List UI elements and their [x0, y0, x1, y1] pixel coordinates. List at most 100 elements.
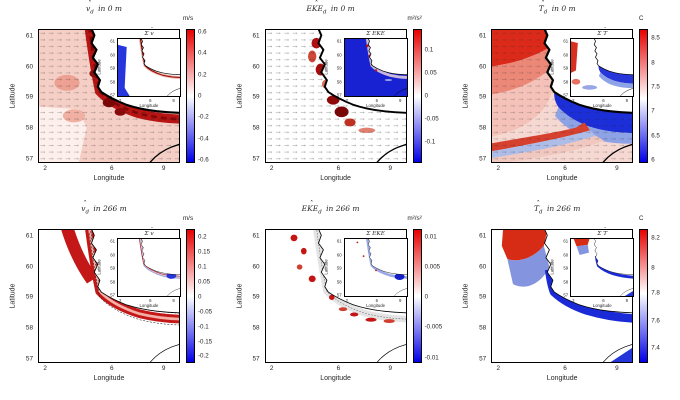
title-depth: in 0 m [330, 4, 355, 13]
inset-map [570, 238, 635, 297]
colorbar-ticks: 8.2 8 7.8 7.6 7.4 [651, 234, 660, 352]
panel-v-266m: ˆ vd in 266 m Latitude Σ ¯ v [0, 200, 227, 400]
colorbar-ticks: 0.1 0.05 0 -0.05 -0.1 [424, 46, 439, 146]
bar-accent: ¯ [150, 27, 154, 34]
inset-title: Σ ¯ v [144, 227, 154, 237]
y-axis-label: Latitude [236, 83, 244, 109]
x-ticks: 2 6 9 [269, 165, 393, 172]
y-ticks: 61 60 59 58 57 [479, 232, 487, 363]
inset-map [117, 38, 181, 97]
colorbar [412, 229, 422, 363]
title-variable: ˆ vd [81, 199, 89, 216]
panel-eke-0m: ˆ EKEd in 0 m Latitude Σ EKE [227, 0, 454, 200]
bar-accent: ¯ [150, 227, 154, 234]
map-axes: Σ ¯ T 61 60 59 5 [491, 27, 635, 163]
inset-map-canvas [571, 39, 634, 96]
map-axes: Σ ¯ T 61 60 59 58 57 [491, 227, 635, 363]
inset-y-ticks: 61 60 59 58 57 [336, 38, 342, 98]
map-axes: Σ ¯ v 61 60 59 58 57 [38, 27, 181, 163]
colorbar [186, 229, 195, 363]
inset-y-axis-label: Latitude [549, 59, 555, 75]
y-axis-label: Latitude [462, 283, 470, 309]
title-depth: in 0 m [551, 4, 576, 13]
inset-map [117, 238, 181, 297]
inset-x-ticks: 2 6 9 [118, 297, 175, 303]
inset-x-ticks: 2 6 9 [345, 297, 402, 303]
hat-accent: ˆ [83, 199, 87, 208]
inset-y-axis-label: Latitude [323, 59, 329, 75]
colorbar-unit: C [638, 15, 644, 22]
panel-title: ˆ Td in 266 m [481, 199, 633, 218]
inset-title: Σ ¯ T [597, 27, 608, 37]
x-axis-label: Longitude [93, 175, 125, 182]
x-ticks: 2 6 9 [496, 365, 619, 372]
inset-y-axis-label: Latitude [323, 259, 329, 275]
inset-title: Σ EKE [366, 31, 385, 37]
y-axis-label: Latitude [236, 283, 244, 309]
hat-accent: ˆ [536, 199, 541, 208]
inset-map [343, 38, 408, 97]
y-ticks: 61 60 59 58 57 [25, 232, 33, 363]
inset-map [343, 238, 408, 297]
hat-accent: ˆ [314, 0, 319, 8]
panel-title: ˆ EKEd in 266 m [255, 199, 407, 218]
bar-accent: ¯ [603, 27, 607, 34]
map-axes: Σ EKE 61 60 59 [264, 29, 408, 163]
title-depth: in 0 m [98, 4, 123, 13]
inset-map-canvas [344, 239, 407, 296]
colorbar [639, 229, 649, 363]
panel-title: ˆ Td in 0 m [481, 0, 633, 18]
panel-eke-266m: ˆ EKEd in 266 m Latitude Σ [227, 200, 454, 400]
inset-title: Σ ¯ v [144, 27, 154, 37]
title-variable: ˆ EKEd [301, 199, 322, 216]
inset-y-ticks: 61 60 59 58 57 [110, 238, 115, 298]
x-axis-label: Longitude [320, 175, 351, 182]
colorbar [639, 29, 649, 163]
inset-y-ticks: 61 60 59 58 57 [563, 38, 569, 98]
x-ticks: 2 6 9 [43, 365, 166, 372]
inset-x-axis-label: Longitude [592, 303, 612, 308]
inset-map-canvas [344, 39, 407, 96]
x-axis-label: Longitude [93, 375, 125, 382]
x-ticks: 2 6 9 [269, 365, 393, 372]
y-ticks: 61 60 59 58 57 [252, 232, 260, 363]
x-axis-label: Longitude [546, 175, 578, 182]
inset-y-ticks: 61 60 59 58 57 [110, 38, 115, 98]
title-depth: in 266 m [93, 204, 127, 213]
x-axis-label: Longitude [546, 375, 578, 382]
inset-title: Σ EKE [366, 231, 385, 237]
colorbar-unit: m/s [182, 15, 194, 22]
panel-t-266m: ˆ Td in 266 m Latitude Σ ¯ T [453, 200, 680, 400]
y-ticks: 61 60 59 58 57 [25, 32, 33, 163]
title-variable: ˆ Td [538, 0, 548, 16]
y-ticks: 61 60 59 58 57 [252, 32, 260, 163]
panel-v-0m: ˆ vd in 0 m Latitude Σ ¯ v [0, 0, 227, 200]
title-variable: ˆ Td [534, 199, 543, 216]
inset-map-canvas [571, 239, 634, 296]
inset-title: Σ ¯ T [597, 227, 608, 237]
colorbar-unit: m²/s² [407, 15, 422, 22]
inset-x-ticks: 2 6 9 [572, 297, 629, 303]
inset-variable: EKE [372, 231, 385, 237]
colorbar-ticks: 0.6 0.4 0.2 0 -0.2 -0.4 -0.6 [198, 28, 209, 164]
colorbar-ticks: 0.2 0.15 0.1 0.05 0 -0.05 -0.1 -0.15 -0.… [198, 233, 213, 360]
inset-x-axis-label: Longitude [366, 103, 386, 108]
panel-title: ˆ EKEd in 0 m [255, 0, 407, 18]
inset-map-canvas [118, 39, 180, 96]
inset-y-axis-label: Latitude [96, 259, 102, 275]
colorbar-ticks: 0.01 0.005 0 -0.005 -0.01 [424, 233, 443, 362]
inset-x-axis-label: Longitude [366, 303, 386, 308]
colorbar-unit: m²/s² [407, 215, 422, 222]
inset-map [570, 38, 635, 97]
title-depth: in 266 m [546, 204, 581, 213]
y-ticks: 61 60 59 58 57 [479, 32, 487, 163]
hat-accent: ˆ [541, 0, 545, 8]
inset-variable: ¯ T [603, 227, 608, 237]
colorbar-ticks: 8.5 8 7.5 7 6.5 6 [651, 34, 660, 164]
inset-variable: ¯ v [150, 27, 154, 37]
inset-x-axis-label: Longitude [139, 303, 159, 308]
colorbar [412, 29, 422, 163]
colorbar-unit: C [638, 215, 644, 222]
